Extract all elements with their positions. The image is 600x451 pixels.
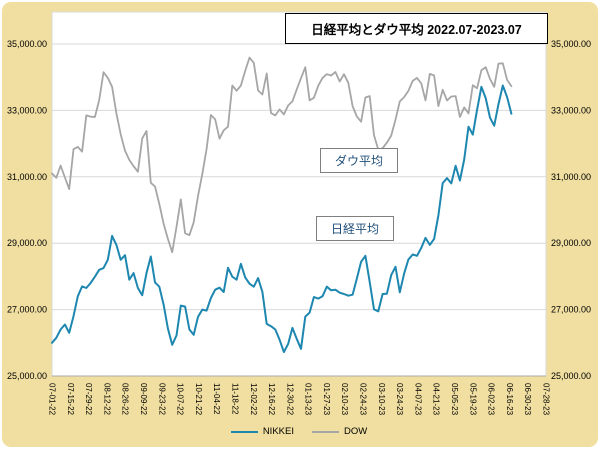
x-axis-label: 07-29-22 [84,383,93,416]
nikkei-annotation: 日経平均 [316,216,395,241]
y-axis-label-left: 31,000.00 [7,172,47,182]
chart-title: 日経平均とダウ平均 2022.07-2023.07 [285,13,548,44]
x-axis-label: 02-10-23 [340,383,349,416]
y-axis-label-right: 27,000.00 [551,305,591,315]
y-axis-label-left: 35,000.00 [7,39,47,49]
y-axis-label-left: 33,000.00 [7,105,47,115]
x-axis-label: 10-07-22 [176,383,185,416]
x-axis-label: 06-16-23 [505,383,514,416]
legend-label-dow: DOW [343,426,368,437]
x-axis-label: 07-01-22 [48,383,57,416]
x-axis-label: 01-27-23 [322,383,331,416]
x-axis-label: 06-30-23 [523,383,532,416]
x-axis-label: 06-02-23 [487,383,496,416]
x-axis-label: 10-21-22 [194,383,203,416]
y-axis-label-right: 35,000.00 [551,39,591,49]
x-axis-label: 07-15-22 [66,383,75,416]
legend: NIKKEI DOW [52,426,546,437]
y-axis-label-left: 27,000.00 [7,305,47,315]
x-axis-label: 09-09-22 [139,383,148,416]
x-axis-label: 05-05-23 [450,383,459,416]
x-axis-label: 02-24-23 [359,383,368,416]
x-axis-label: 08-12-22 [102,383,111,416]
y-axis-label-left: 25,000.00 [7,371,47,381]
x-axis-label: 11-18-22 [230,383,239,415]
x-axis-label: 11-04-22 [212,383,221,415]
legend-swatch-dow [311,430,339,433]
dow-annotation: ダウ平均 [320,148,399,173]
legend-label-nikkei: NIKKEI [262,426,294,437]
legend-item-dow: DOW [311,426,368,437]
x-axis-label: 03-10-23 [377,383,386,416]
x-axis-label: 12-16-22 [267,383,276,416]
y-axis-label-right: 29,000.00 [551,238,591,248]
x-axis-label: 12-30-22 [285,383,294,416]
x-axis-label: 09-23-22 [157,383,166,416]
legend-swatch-nikkei [230,430,258,433]
x-axis-label: 08-26-22 [121,383,130,416]
y-axis-label-left: 29,000.00 [7,238,47,248]
dow-line [51,56,513,254]
x-axis-label: 03-24-23 [395,383,404,416]
x-axis-label: 04-21-23 [432,383,441,416]
y-axis-label-right: 25,000.00 [551,371,591,381]
x-axis-label: 04-07-23 [413,383,422,416]
y-axis-label-right: 33,000.00 [551,105,591,115]
plot-area [51,11,547,377]
x-axis-label: 07-28-23 [542,383,551,416]
nikkei-line [51,84,513,354]
x-axis-label: 05-19-23 [468,383,477,416]
x-axis-label: 12-02-22 [249,383,258,416]
x-axis-label: 01-13-23 [304,383,313,416]
y-axis-label-right: 31,000.00 [551,172,591,182]
legend-item-nikkei: NIKKEI [230,426,294,437]
